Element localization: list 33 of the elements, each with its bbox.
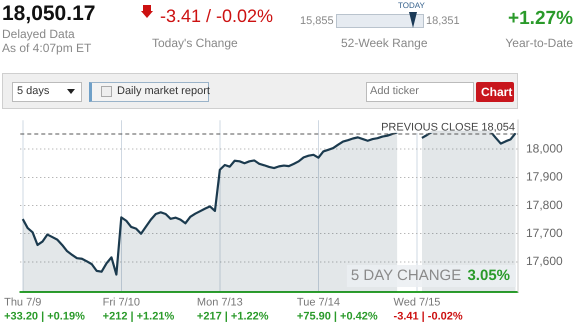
ref-line-label: PREVIOUS CLOSE 18,054 — [381, 122, 515, 134]
text: -3.41 | -0.02% — [394, 310, 463, 323]
text: 18,351 — [426, 15, 460, 27]
text: Add ticker — [370, 85, 419, 97]
y-tick-label: 17,600 — [526, 254, 564, 268]
text: -3.41 / -0.02% — [160, 6, 274, 27]
x-tick-label: Wed 7/15 — [394, 296, 440, 309]
text: TODAY — [398, 1, 425, 10]
y-tick-label: 17,800 — [526, 198, 564, 212]
x-tick-label: Thu 7/9 — [4, 296, 42, 309]
annotation: 3.05% — [467, 267, 510, 284]
text: Year-to-Date — [505, 36, 573, 50]
text: +75.90 | +0.42% — [296, 310, 378, 323]
text: +1.27% — [508, 8, 573, 30]
y-tick-label: 17,900 — [526, 170, 564, 184]
text: As of 4:07pm ET — [2, 41, 92, 55]
text: Chart — [481, 85, 512, 99]
text: Delayed Data — [2, 27, 75, 41]
text: +212 | +1.21% — [102, 310, 174, 323]
text: +33.20 | +0.19% — [4, 310, 86, 323]
x-tick-label: Tue 7/14 — [296, 296, 340, 309]
text: 15,855 — [300, 15, 334, 27]
text: Daily market report — [117, 85, 210, 97]
text: +217 | +1.22% — [196, 310, 269, 323]
text: 18,050.17 — [2, 2, 96, 26]
annotation: 5 DAY CHANGE — [350, 267, 462, 284]
text: 52-Week Range — [341, 36, 428, 50]
text: Today's Change — [152, 36, 238, 50]
y-tick-label: 17,700 — [526, 226, 564, 240]
x-tick-label: Fri 7/10 — [102, 296, 140, 309]
x-tick-label: Mon 7/13 — [196, 296, 243, 309]
y-tick-label: 18,000 — [526, 142, 564, 156]
text: 5 days — [17, 85, 50, 97]
